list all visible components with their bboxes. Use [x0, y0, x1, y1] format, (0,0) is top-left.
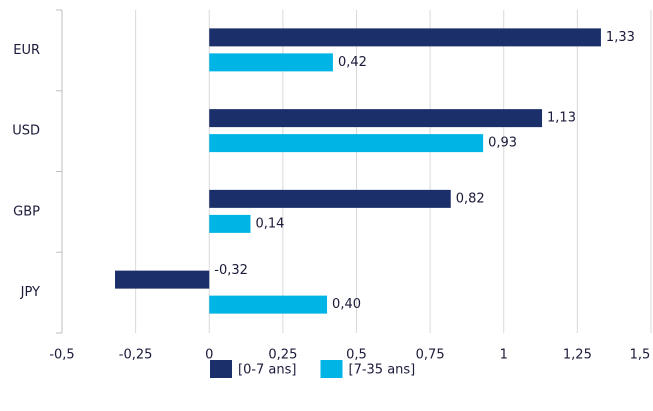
y-tick-label: JPY — [20, 285, 40, 300]
bar — [209, 214, 251, 233]
x-tick-label: 1,5 — [630, 348, 651, 363]
legend-label: [7-35 ans] — [349, 363, 416, 378]
x-tick-label: 0,5 — [346, 348, 367, 363]
bar — [209, 28, 601, 47]
x-tick-label: 0,75 — [416, 348, 445, 363]
bar — [209, 189, 451, 208]
value-label: 0,40 — [332, 297, 361, 312]
value-label: 0,42 — [338, 55, 367, 70]
legend-label: [0-7 ans] — [238, 363, 297, 378]
x-tick-label: 1 — [500, 348, 508, 363]
value-label: -0,32 — [214, 263, 248, 278]
bar — [209, 134, 484, 153]
bar — [209, 295, 328, 314]
value-label: 0,93 — [488, 136, 517, 151]
legend-swatch — [210, 360, 232, 378]
legend-swatch — [320, 360, 343, 378]
bar — [209, 53, 333, 72]
value-label: 1,13 — [547, 111, 576, 126]
x-tick-label: -0,25 — [119, 348, 153, 363]
value-label: 0,82 — [456, 191, 485, 206]
bar — [115, 270, 210, 289]
x-tick-label: 0,25 — [268, 348, 297, 363]
x-tick-label: 1,25 — [563, 348, 592, 363]
x-tick-label: 0 — [205, 348, 213, 363]
y-tick-label: GBP — [13, 204, 40, 219]
y-tick-label: EUR — [13, 43, 40, 58]
y-tick-label: USD — [12, 124, 40, 139]
value-label: 1,33 — [606, 30, 635, 45]
x-tick-label: -0,5 — [49, 348, 74, 363]
bar — [209, 109, 543, 128]
value-label: 0,14 — [255, 216, 284, 231]
